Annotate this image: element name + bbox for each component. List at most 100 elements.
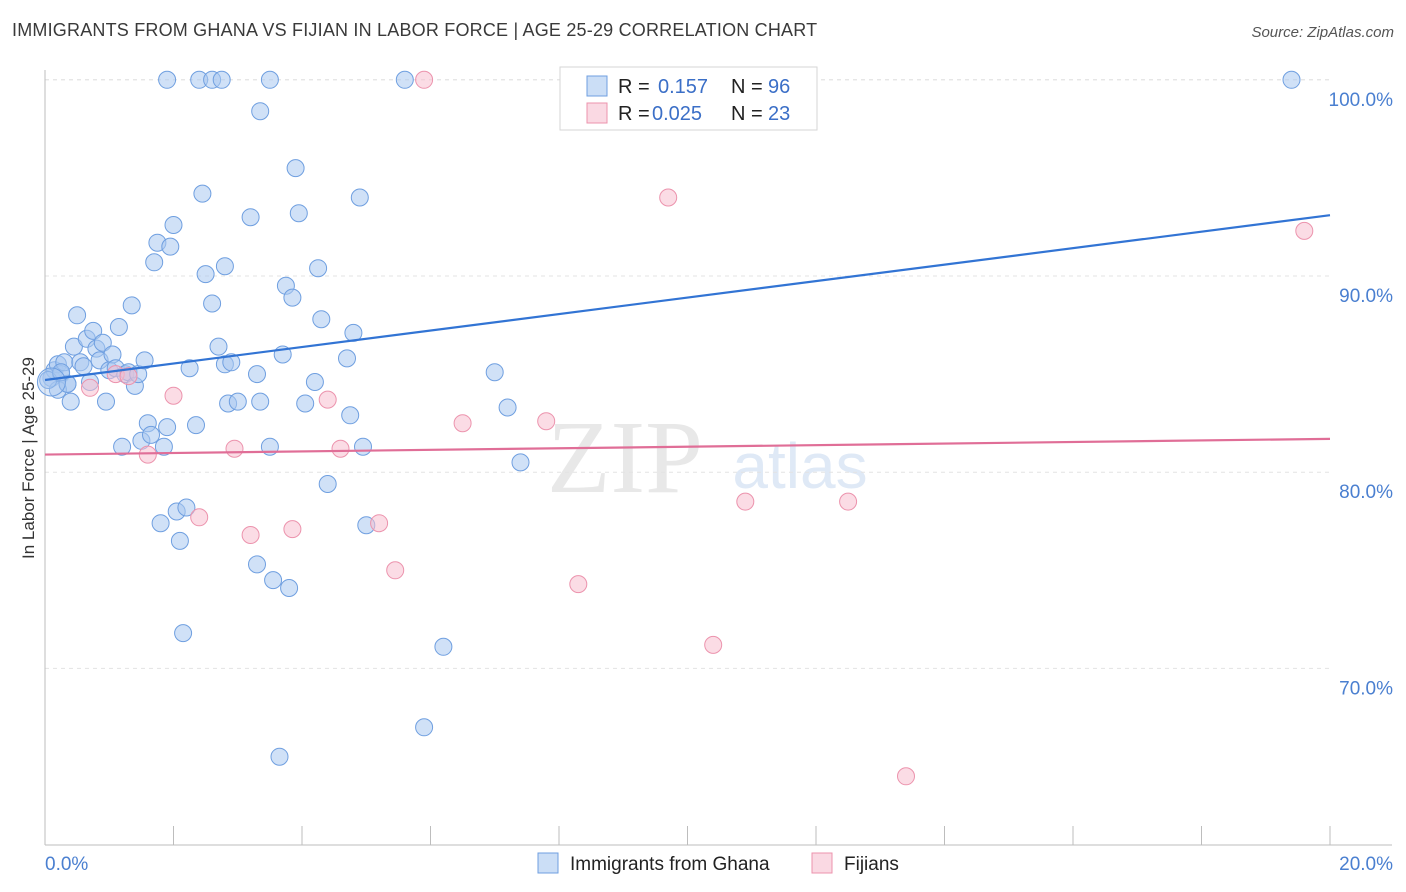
fijian-point [164,386,183,405]
ghana-point [212,70,231,89]
ghana-point [341,406,360,425]
ghana-point [248,555,266,574]
ghana-point [180,359,199,378]
ghana-point [511,453,530,472]
ghana-point [113,437,132,456]
fijian-trend-line [44,437,1331,456]
ghana-point [228,392,247,411]
legend-swatch-pink [586,102,608,124]
ghana-point [264,571,283,590]
legend-swatch-blue [586,75,608,97]
legend-n-label: N = [731,76,763,98]
bottom-legend: Immigrants from Ghana Fijians [537,852,899,875]
y-tick-label: 100.0% [1329,90,1394,111]
ghana-point [286,159,305,178]
legend-r-value: 0.157 [658,76,708,98]
ghana-point [280,579,299,597]
ghana-point [296,394,315,413]
ghana-point [174,624,193,643]
axes: 70.0% 80.0% 90.0% 100.0% 0.0% 20.0% [44,70,1394,875]
y-tick-label: 80.0% [1339,482,1393,503]
trend-lines [44,214,1331,456]
fijian-point [453,414,472,433]
ghana-point [68,306,87,325]
ghana-point [135,351,154,370]
ghana-point [93,333,112,352]
bottom-legend-swatch-pink [811,852,833,874]
legend-n-value: 96 [768,76,790,98]
ghana-point [434,637,453,656]
ghana-point [248,365,266,384]
bottom-legend-swatch-blue [537,852,559,874]
fijian-point [537,412,556,431]
ghana-point [84,321,103,340]
legend-r-label: R = [618,103,650,125]
fijian-point [569,575,588,594]
ghana-point [196,265,215,284]
ghana-point [36,367,66,397]
fijian-point [331,439,350,458]
ghana-point [283,288,302,307]
ghana-point [145,253,164,272]
ghana-point [485,363,504,382]
chart-title: IMMIGRANTS FROM GHANA VS FIJIAN IN LABOR… [12,20,818,40]
ghana-point [109,318,128,336]
ghana-point [415,718,434,737]
ghana-point [203,294,222,313]
ghana-point [151,514,170,533]
fijian-point [138,445,157,464]
ghana-point [251,102,270,121]
bottom-legend-label: Fijians [844,854,899,875]
ghana-point [74,357,93,376]
ghana-point [338,349,356,368]
ghana-point [164,216,183,234]
legend-n-value: 23 [768,103,790,125]
fijian-point [241,526,260,544]
ghana-point [251,392,270,411]
fijian-point [704,635,723,654]
ghana-point [350,188,369,207]
ghana-point [209,337,228,356]
fijian-point [897,767,915,786]
fijian-point [190,508,209,527]
ghana-point [241,208,260,227]
legend-box: R = 0.157 N = 96 R = 0.025 N = 23 [559,66,818,131]
ghana-point [305,373,324,391]
legend-r-value: 0.025 [652,103,702,125]
x-tick-label: 20.0% [1339,854,1393,875]
ghana-point [142,425,160,444]
ghana-point [215,257,234,276]
ghana-point [193,184,212,203]
fijian-point [1295,221,1314,240]
y-axis-title: In Labor Force | Age 25-29 [19,357,38,559]
ghana-point [187,416,205,435]
chart-source: Source: ZipAtlas.com [1251,24,1394,41]
fijian-point [736,492,755,511]
watermark-atlas: atlas [732,430,867,502]
ghana-point [222,353,241,372]
ghana-point [170,531,189,550]
ghana-point [498,398,517,417]
ghana-point [61,392,80,411]
fijian-point [386,561,405,580]
fijian-point [283,520,302,539]
fijian-point [119,367,138,386]
fijian-point [839,492,858,511]
fijian-point [415,70,434,89]
ghana-point [122,296,141,315]
ghana-point [97,392,115,411]
ghana-point [354,437,372,456]
ghana-point [270,747,289,766]
ghana-point [289,204,308,223]
legend-n-label: N = [731,103,763,125]
fijian-point [81,378,99,397]
fijian-point [659,188,678,207]
fijian-point [370,514,389,533]
bottom-legend-label: Immigrants from Ghana [570,854,770,875]
ghana-point [158,418,177,437]
y-tick-label: 70.0% [1339,678,1393,699]
ghana-point [161,237,180,256]
legend-r-label: R = [618,76,650,98]
ghana-point [154,437,173,456]
